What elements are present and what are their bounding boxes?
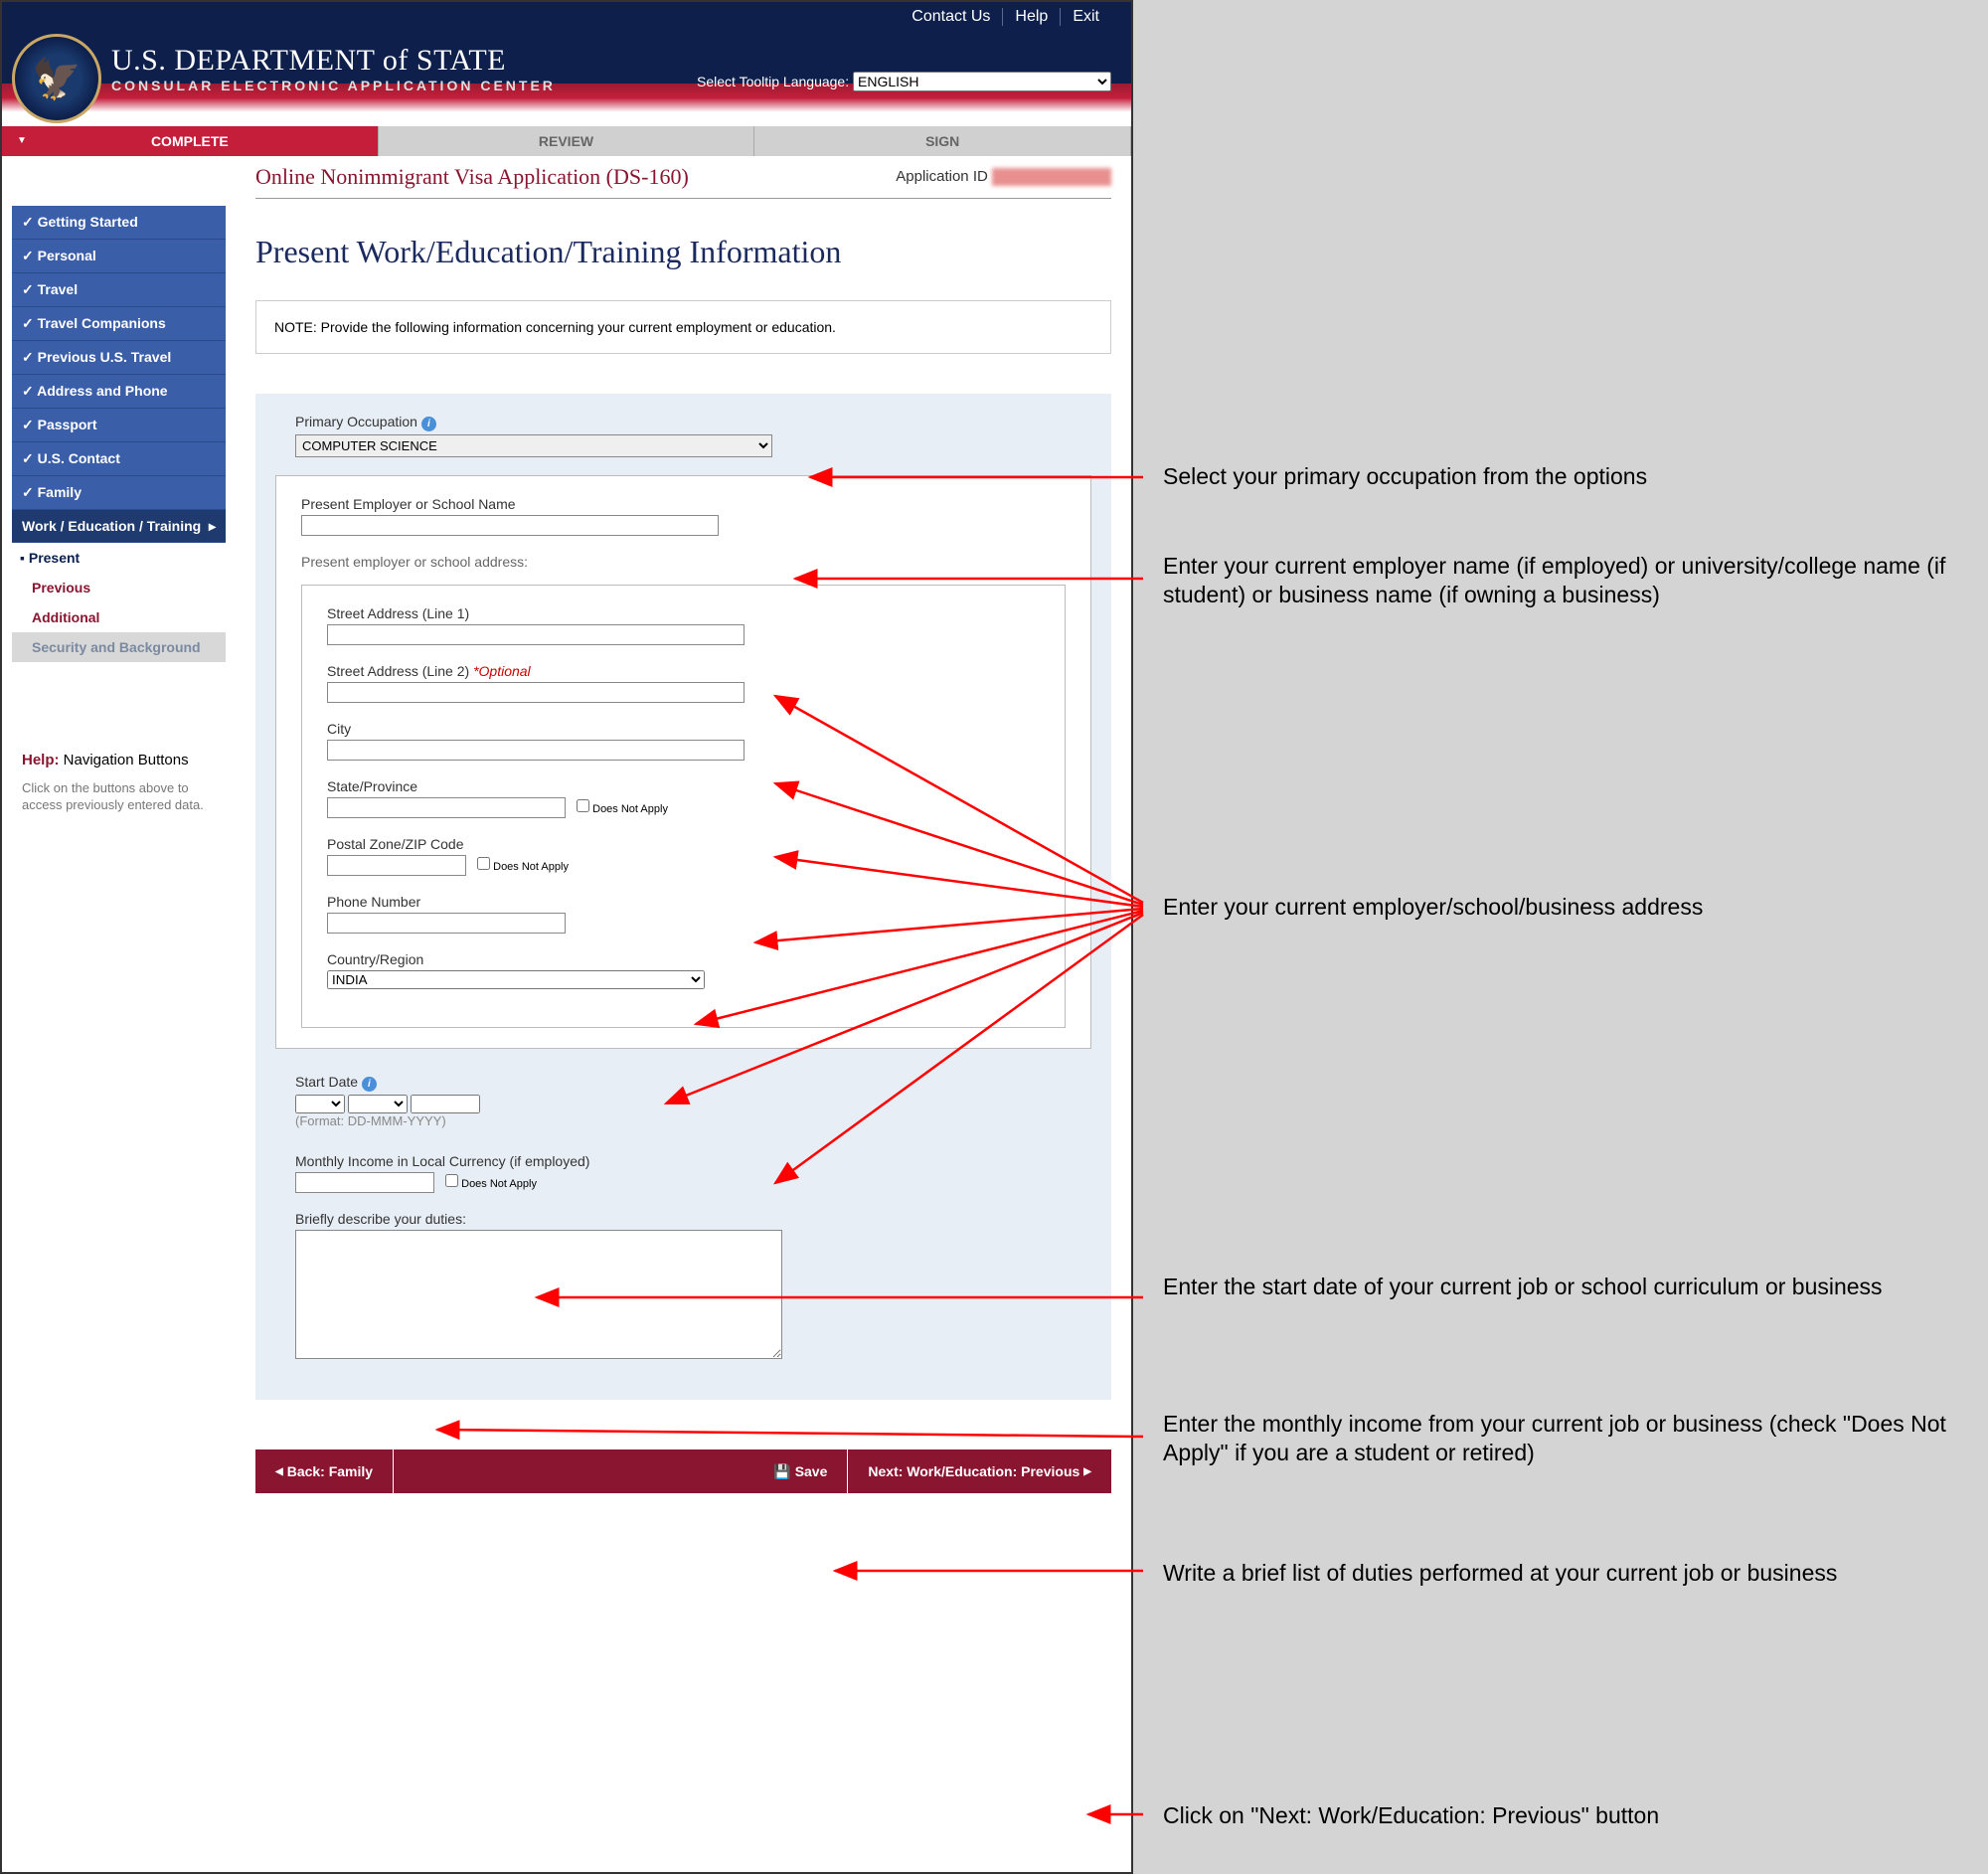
page-title: Present Work/Education/Training Informat…	[255, 234, 1111, 270]
anno-next: Click on "Next: Work/Education: Previous…	[1163, 1801, 1659, 1830]
application-window: Contact Us Help Exit U.S. DEPARTMENT of …	[0, 0, 1133, 1874]
state-label: State/Province	[327, 778, 1040, 794]
help-link[interactable]: Help	[1003, 8, 1061, 26]
dept-subtitle: CONSULAR ELECTRONIC APPLICATION CENTER	[111, 78, 556, 93]
dept-title: U.S. DEPARTMENT of STATE	[111, 44, 556, 78]
state-dept-seal-icon	[12, 34, 101, 123]
anno-start-date: Enter the start date of your current job…	[1163, 1273, 1958, 1301]
employer-name-input[interactable]	[301, 515, 719, 536]
employer-name-label: Present Employer or School Name	[301, 496, 1066, 512]
help-label: Help:	[22, 752, 60, 768]
income-input[interactable]	[295, 1172, 434, 1193]
state-dna-checkbox[interactable]	[577, 799, 589, 812]
back-button[interactable]: Back: Family	[255, 1449, 394, 1493]
date-format-hint: (Format: DD-MMM-YYYY)	[295, 1113, 1072, 1128]
city-label: City	[327, 721, 1040, 737]
sidebar-item-travel[interactable]: Travel	[12, 273, 226, 307]
start-date-label: Start Date	[295, 1074, 358, 1090]
anno-occupation: Select your primary occupation from the …	[1163, 462, 1647, 491]
step-tabs: COMPLETE REVIEW SIGN	[2, 126, 1131, 156]
sidebar-item-work-education[interactable]: Work / Education / Training	[12, 510, 226, 543]
save-button[interactable]: Save	[753, 1449, 848, 1493]
application-id-value-redacted	[992, 168, 1111, 186]
sidebar-item-address-phone[interactable]: Address and Phone	[12, 375, 226, 409]
city-input[interactable]	[327, 740, 745, 761]
income-dna-checkbox[interactable]	[445, 1174, 458, 1187]
sidebar-item-previous-us-travel[interactable]: Previous U.S. Travel	[12, 341, 226, 375]
start-date-day[interactable]	[295, 1095, 345, 1113]
tooltip-language-select[interactable]: ENGLISH	[853, 72, 1111, 91]
street1-input[interactable]	[327, 624, 745, 645]
address-section-title: Present employer or school address:	[301, 554, 1066, 570]
content-area: Online Nonimmigrant Visa Application (DS…	[236, 156, 1131, 1513]
zip-dna-checkbox[interactable]	[477, 857, 490, 870]
button-bar: Back: Family Save Next: Work/Education: …	[255, 1449, 1111, 1493]
sidebar-item-passport[interactable]: Passport	[12, 409, 226, 442]
start-date-year[interactable]	[411, 1095, 480, 1113]
sidebar: Getting Started Personal Travel Travel C…	[2, 156, 236, 1513]
phone-label: Phone Number	[327, 894, 1040, 910]
sidebar-sub-security: Security and Background	[12, 632, 226, 662]
sidebar-item-travel-companions[interactable]: Travel Companions	[12, 307, 226, 341]
anno-duties: Write a brief list of duties performed a…	[1163, 1559, 1958, 1588]
top-bar: Contact Us Help Exit	[2, 2, 1131, 32]
application-id: Application ID	[896, 168, 1111, 186]
tooltip-language-label: Select Tooltip Language:	[697, 74, 849, 89]
sidebar-item-personal[interactable]: Personal	[12, 240, 226, 273]
contact-us-link[interactable]: Contact Us	[900, 8, 1003, 26]
anno-address: Enter your current employer/school/busin…	[1163, 893, 1703, 922]
tooltip-language: Select Tooltip Language: ENGLISH	[697, 72, 1111, 91]
help-icon[interactable]: i	[362, 1077, 377, 1092]
street1-label: Street Address (Line 1)	[327, 605, 1040, 621]
primary-occupation-label: Primary Occupation	[295, 414, 417, 429]
sidebar-sub-previous[interactable]: Previous	[12, 573, 226, 602]
street2-input[interactable]	[327, 682, 745, 703]
duties-label: Briefly describe your duties:	[295, 1211, 1072, 1227]
help-title: Navigation Buttons	[64, 752, 189, 768]
tab-complete[interactable]: COMPLETE	[2, 126, 379, 156]
tab-sign[interactable]: SIGN	[754, 126, 1131, 156]
note-box: NOTE: Provide the following information …	[255, 300, 1111, 354]
start-date-month[interactable]	[348, 1095, 408, 1113]
help-icon[interactable]: i	[421, 417, 436, 431]
sidebar-sub-present[interactable]: Present	[12, 543, 226, 573]
sidebar-item-family[interactable]: Family	[12, 476, 226, 510]
country-label: Country/Region	[327, 951, 1040, 967]
help-body: Click on the buttons above to access pre…	[22, 780, 216, 814]
header-banner: U.S. DEPARTMENT of STATE CONSULAR ELECTR…	[2, 32, 1131, 126]
sidebar-sub-additional[interactable]: Additional	[12, 602, 226, 632]
next-button[interactable]: Next: Work/Education: Previous	[848, 1449, 1111, 1493]
app-title: Online Nonimmigrant Visa Application (DS…	[255, 164, 689, 190]
anno-income: Enter the monthly income from your curre…	[1163, 1410, 1958, 1467]
anno-employer: Enter your current employer name (if emp…	[1163, 552, 1958, 609]
sidebar-item-getting-started[interactable]: Getting Started	[12, 206, 226, 240]
street2-label: Street Address (Line 2)	[327, 663, 469, 679]
exit-link[interactable]: Exit	[1061, 8, 1111, 26]
zip-label: Postal Zone/ZIP Code	[327, 836, 1040, 852]
income-label: Monthly Income in Local Currency (if emp…	[295, 1153, 1072, 1169]
state-input[interactable]	[327, 797, 566, 818]
duties-textarea[interactable]	[295, 1230, 782, 1359]
sidebar-item-us-contact[interactable]: U.S. Contact	[12, 442, 226, 476]
optional-label: *Optional	[473, 663, 531, 679]
zip-input[interactable]	[327, 855, 466, 876]
tab-review[interactable]: REVIEW	[379, 126, 755, 156]
phone-input[interactable]	[327, 913, 566, 934]
country-select[interactable]: INDIA	[327, 970, 705, 989]
primary-occupation-select[interactable]: COMPUTER SCIENCE	[295, 434, 772, 457]
help-box: Help: Navigation Buttons Click on the bu…	[12, 742, 226, 824]
